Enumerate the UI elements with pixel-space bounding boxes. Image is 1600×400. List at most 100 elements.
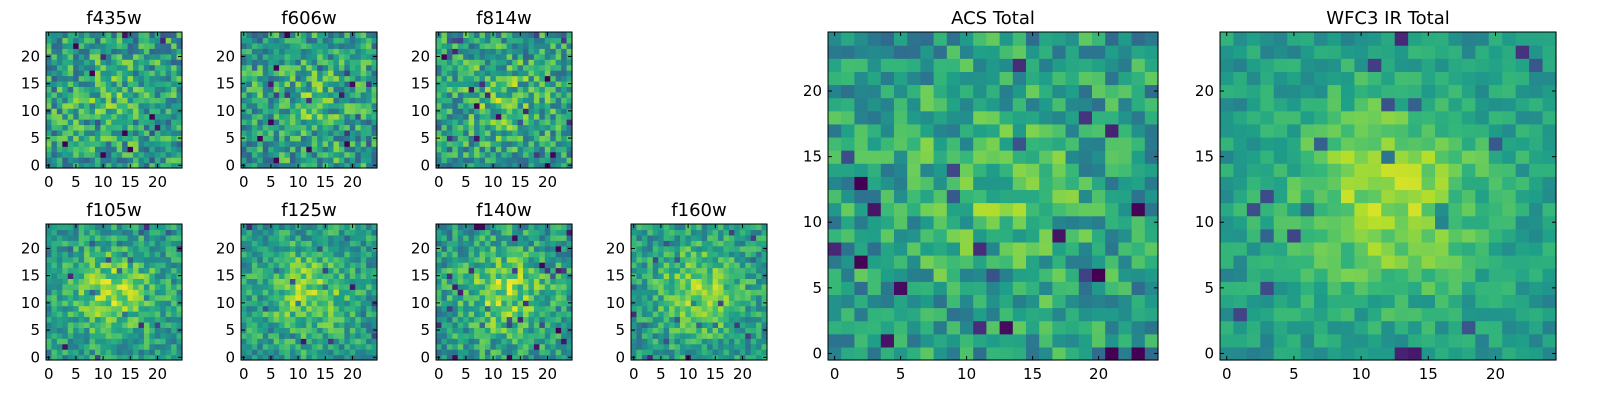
heatmap-cell [474,289,481,296]
heatmap-cell [528,108,535,115]
heatmap-cell [171,86,178,93]
heatmap-cell [712,262,719,269]
heatmap-cell [501,251,508,258]
heatmap-cell [154,140,161,147]
heatmap-cell [127,129,134,136]
heatmap-cell [78,64,85,71]
heatmap-cell [84,70,91,77]
heatmap-cell [127,140,134,147]
heatmap-cell [484,343,491,350]
heatmap-cell [718,262,725,269]
heatmap-cell [728,278,735,285]
heatmap-cell [999,228,1014,243]
heatmap-cell [149,91,156,98]
heatmap-cell [652,354,659,361]
heatmap-cell [67,354,74,361]
heatmap-cell [468,321,475,328]
heatmap-cell [561,321,568,328]
heatmap-cell [674,332,681,339]
heatmap-cell [436,124,443,131]
heatmap-cell [457,140,464,147]
y-tick-label: 20 [411,47,430,65]
heatmap-cell [745,251,752,258]
heatmap-cell [555,262,562,269]
heatmap-cell [111,267,118,274]
heatmap-cell [284,97,291,104]
heatmap-cell [176,305,183,312]
heatmap-cell [528,97,535,104]
heatmap-cell [690,251,697,258]
heatmap-cell [517,316,524,323]
heatmap-cell [658,300,665,307]
heatmap-cell [262,151,269,158]
heatmap-cell [484,151,491,158]
heatmap-cell [67,229,74,236]
heatmap-cell [723,316,730,323]
heatmap-cell [441,278,448,285]
heatmap-cell [67,272,74,279]
heatmap-cell [533,311,540,318]
heatmap-cell [446,108,453,115]
heatmap-cell [880,189,895,204]
heatmap-cell [94,37,101,44]
heatmap-cell [268,129,275,136]
heatmap-cell [550,80,557,87]
heatmap-cell [474,108,481,115]
heatmap-cell [94,119,101,126]
heatmap-cell [73,343,80,350]
heatmap-cell [94,289,101,296]
heatmap-cell [669,311,676,318]
heatmap-cell [349,108,356,115]
heatmap-cell [279,224,286,231]
heatmap-cell [116,316,123,323]
heatmap-cell [561,64,568,71]
heatmap-cell [1039,241,1053,256]
heatmap-cell [512,97,519,104]
heatmap-cell [446,256,453,263]
heatmap-cell [960,255,974,269]
heatmap-cell [517,75,524,82]
heatmap-cell [712,316,719,323]
heatmap-cell [160,289,167,296]
heatmap-cell [739,305,746,312]
heatmap-cell [338,283,345,290]
heatmap-cell [273,251,280,258]
heatmap-cell [349,251,356,258]
heatmap-cell [986,294,1001,309]
heatmap-cell [62,53,69,60]
heatmap-cell [739,300,746,307]
heatmap-cell [658,311,665,318]
heatmap-cell [289,124,296,131]
heatmap-cell [854,307,869,322]
heatmap-cell [436,240,443,247]
heatmap-cell [463,86,470,93]
heatmap-cell [474,151,481,158]
heatmap-cell [463,327,470,334]
heatmap-cell [933,294,948,309]
heatmap-cell [73,80,80,87]
heatmap-cell [154,278,161,285]
heatmap-cell [517,146,524,153]
heatmap-cell [555,332,562,339]
heatmap-cell [371,86,378,93]
heatmap-cell [111,262,118,269]
heatmap-cell [344,289,351,296]
heatmap-cell [116,113,123,120]
heatmap-cell [143,146,150,153]
heatmap-cell [690,229,697,236]
heatmap-cell [165,113,172,120]
heatmap-cell [544,102,551,109]
heatmap-cell [154,343,161,350]
heatmap-cell [761,332,768,339]
heatmap-cell [78,349,85,356]
heatmap-cell [328,146,335,153]
heatmap-cell [311,338,318,345]
heatmap-cell [366,91,373,98]
heatmap-cell [328,37,335,44]
heatmap-cell [539,224,546,231]
heatmap-cell [679,332,686,339]
heatmap-cell [674,294,681,301]
heatmap-cell [73,108,80,115]
heatmap-cell [56,240,63,247]
heatmap-cell [56,37,63,44]
